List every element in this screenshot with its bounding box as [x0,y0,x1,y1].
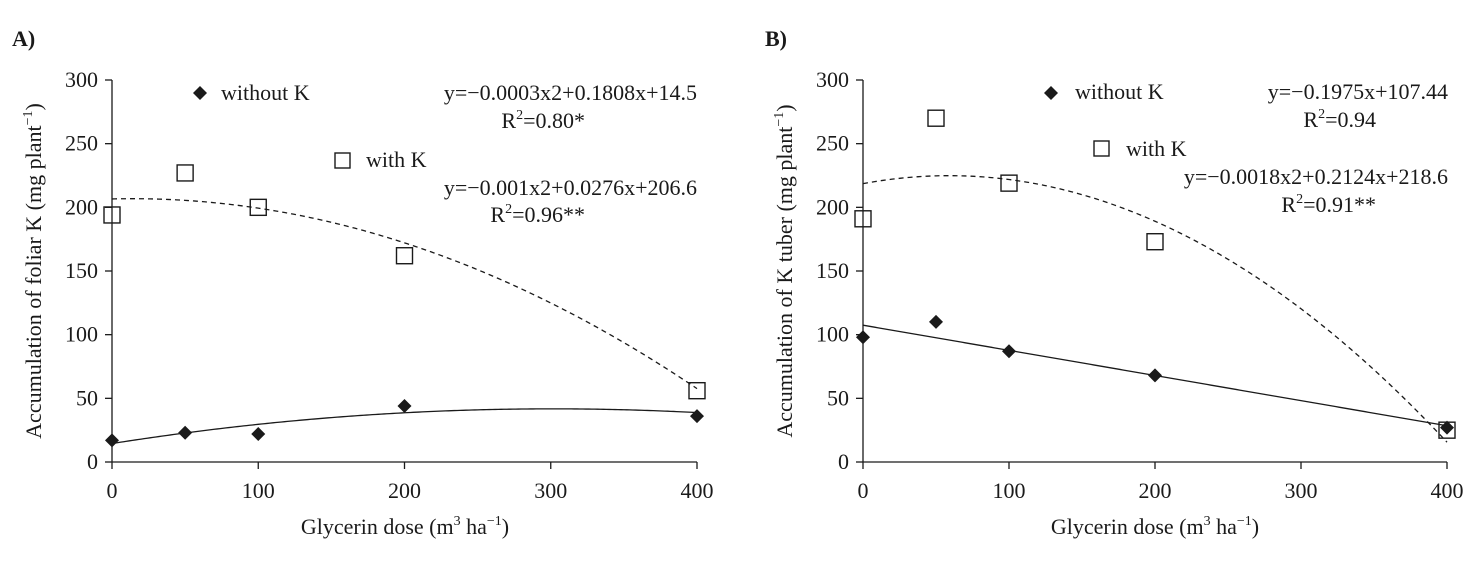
y-tick-label: 200 [816,194,849,219]
data-point-with-k [1000,174,1018,192]
x-tick-label: 400 [1431,478,1464,503]
y-tick-label: 100 [816,322,849,347]
x-tick-label: 0 [858,478,869,503]
x-axis-title-b: Glycerin dose (m3 ha−1) [1051,514,1259,539]
y-tick-label: 100 [65,322,98,347]
r2-with-k-b: R2=0.91** [1281,192,1376,217]
panel-label-a: A) [12,26,35,51]
x-tick-label: 300 [1285,478,1318,503]
fit-curve-with-k-b [862,175,1448,443]
x-tick-label: 300 [534,478,567,503]
data-point-without-k [251,426,266,441]
y-tick-label: 150 [816,258,849,283]
legend-label-without-k-b: without K [1075,79,1164,104]
legend-marker-with-k-a [334,152,351,169]
x-tick-label: 0 [107,478,118,503]
data-point-with-k [927,109,945,127]
ticks-a: 0 50 100 150 200 250 300 0 100 200 300 400 [65,67,714,503]
data-points-b [854,109,1456,439]
y-tick-label: 300 [816,67,849,92]
chart-panel-a: A) 0 50 100 150 200 250 300 0 100 200 300 400 Accum… [12,26,714,539]
data-point-with-k [688,381,706,400]
x-tick-label: 100 [993,478,1026,503]
data-point-with-k [1438,421,1456,439]
y-axis-title-b: Accumulation of K tuber (mg plant−1) [772,104,797,437]
y-tick-label: 200 [65,194,98,219]
y-tick-label: 300 [65,67,98,92]
panel-label-b: B) [765,26,787,51]
data-points-a [103,164,706,448]
legend-label-without-k-a: without K [221,80,310,105]
legend-a: without K y=−0.0003x2+0.1808x+14.5 R2=0.… [193,80,697,227]
data-point-with-k [395,247,414,265]
fit-curve-without-k-a [111,408,698,445]
y-tick-label: 0 [87,449,98,474]
x-tick-label: 200 [388,478,421,503]
x-axis-title-a: Glycerin dose (m3 ha−1) [301,514,509,539]
data-point-with-k [103,206,121,224]
legend-marker-with-k-b [1093,140,1110,157]
data-point-with-k [249,198,267,217]
x-tick-label: 400 [681,478,714,503]
legend-label-with-k-a: with K [366,147,427,172]
data-point-without-k [1002,344,1016,359]
data-point-with-k [1146,233,1164,251]
data-point-with-k [176,164,194,182]
data-point-with-k [854,210,872,228]
legend-b: without K y=−0.1975x+107.44 R2=0.94 with… [1044,79,1448,217]
y-axis-title-a: Accumulation of foliar K (mg plant−1) [21,103,46,439]
equation-without-k-a: y=−0.0003x2+0.1808x+14.5 [444,80,697,105]
r2-with-k-a: R2=0.96** [490,202,585,227]
data-point-without-k [1440,420,1454,435]
y-tick-label: 150 [65,258,98,283]
equation-with-k-b: y=−0.0018x2+0.2124x+218.6 [1184,164,1448,189]
y-tick-label: 250 [816,131,849,156]
y-tick-label: 50 [827,385,849,410]
y-tick-label: 0 [838,449,849,474]
equation-without-k-b: y=−0.1975x+107.44 [1268,79,1448,104]
fit-curve-with-k-a [111,198,698,390]
x-tick-label: 200 [1139,478,1172,503]
data-point-without-k [178,425,193,440]
legend-marker-without-k-b [1044,86,1058,100]
equation-with-k-a: y=−0.001x2+0.0276x+206.6 [444,175,697,200]
data-point-without-k [105,433,119,448]
data-point-without-k [929,314,943,329]
x-tick-label: 100 [242,478,275,503]
data-point-without-k [690,409,704,424]
data-point-without-k [397,398,412,413]
data-point-without-k [1148,368,1162,383]
data-point-without-k [856,330,870,345]
legend-marker-without-k-a [193,86,207,100]
y-tick-label: 250 [65,131,98,156]
ticks-b: 0 50 100 150 200 250 300 0 100 200 300 400 [816,67,1464,503]
y-tick-label: 50 [76,385,98,410]
r2-without-k-a: R2=0.80* [501,108,585,133]
r2-without-k-b: R2=0.94 [1303,107,1376,132]
chart-panel-b: B) 0 50 100 150 200 250 300 0 100 200 300 400 Accum… [765,26,1464,539]
legend-label-with-k-b: with K [1126,136,1187,161]
